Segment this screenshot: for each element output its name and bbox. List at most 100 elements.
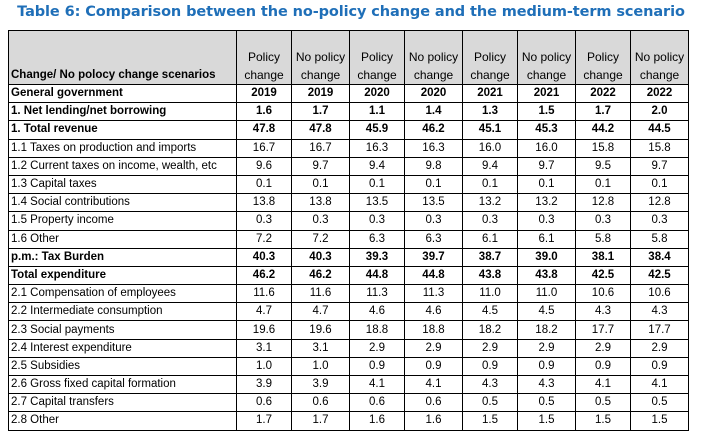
value-cell: 4.3 (517, 374, 576, 395)
value-cell: 38.1 (575, 247, 631, 267)
value-cell: 4.5 (517, 302, 576, 322)
year-cell: 2021 (517, 83, 576, 104)
value-cell: 9.4 (462, 156, 518, 176)
value-cell: 6.3 (404, 229, 463, 249)
value-cell: 1.1 (349, 102, 405, 122)
value-cell: 4.1 (630, 374, 689, 395)
value-cell: 3.1 (291, 338, 350, 358)
column-header-line2: change (413, 68, 454, 82)
value-cell: 11.0 (462, 284, 518, 304)
value-cell: 43.8 (462, 265, 518, 286)
row-label: p.m.: Tax Burden (8, 247, 237, 267)
value-cell: 0.9 (575, 356, 631, 377)
value-cell: 1.6 (404, 411, 463, 431)
table-row: 2.1 Compensation of employees 11.6 11.6 11.… (8, 284, 689, 304)
value-cell: 7.2 (236, 229, 292, 249)
value-cell: 0.9 (630, 356, 689, 377)
table-row: 1.6 Other 7.2 7.2 6.3 6.3 6.1 6.1 5.8 5.8 (8, 229, 689, 249)
value-cell: 13.5 (404, 193, 463, 213)
value-cell: 11.6 (291, 284, 350, 304)
value-cell: 0.1 (404, 174, 463, 195)
table-body: Change/ No polocy change scenarios Polic… (8, 30, 689, 431)
value-cell: 45.9 (349, 120, 405, 140)
value-cell: 0.3 (630, 211, 689, 231)
value-cell: 0.9 (462, 356, 518, 377)
row-label: 2.4 Interest expenditure (8, 338, 237, 358)
value-cell: 0.6 (236, 393, 292, 413)
value-cell: 18.8 (404, 320, 463, 340)
value-cell: 13.5 (349, 193, 405, 213)
value-cell: 44.2 (575, 120, 631, 140)
value-cell: 46.2 (404, 120, 463, 140)
value-cell: 0.9 (349, 356, 405, 377)
column-header: No policy change (517, 30, 576, 85)
value-cell: 16.3 (404, 138, 463, 158)
column-header-line1: No policy (295, 50, 346, 64)
column-header: Policy change (575, 30, 631, 85)
table-row: 1.4 Social contributions 13.8 13.8 13.5 13.5… (8, 193, 689, 213)
column-header: No policy change (404, 30, 463, 85)
value-cell: 1.5 (575, 411, 631, 431)
value-cell: 0.9 (517, 356, 576, 377)
value-cell: 3.9 (236, 374, 292, 395)
value-cell: 0.6 (291, 393, 350, 413)
value-cell: 4.6 (404, 302, 463, 322)
row-label: Total expenditure (8, 265, 237, 286)
year-cell: 2022 (630, 83, 689, 104)
value-cell: 9.7 (630, 156, 689, 176)
value-cell: 39.3 (349, 247, 405, 267)
row-label: 2.3 Social payments (8, 320, 237, 340)
value-cell: 38.4 (630, 247, 689, 267)
value-cell: 16.7 (291, 138, 350, 158)
row-label: 1.6 Other (8, 229, 237, 249)
value-cell: 42.5 (575, 265, 631, 286)
row-label: 2.5 Subsidies (8, 356, 237, 377)
value-cell: 38.7 (462, 247, 518, 267)
table-row: 2.4 Interest expenditure 3.1 3.1 2.9 2.9 2.9 2… (8, 338, 689, 358)
value-cell: 43.8 (517, 265, 576, 286)
value-cell: 1.4 (404, 102, 463, 122)
value-cell: 5.8 (575, 229, 631, 249)
table-row: 1.3 Capital taxes 0.1 0.1 0.1 0.1 0.1 0.1 0.1 0.… (8, 174, 689, 195)
table-row: 1. Total revenue 47.8 47.8 45.9 46.2 45.1 45.3… (8, 120, 689, 140)
column-header-line2: change (357, 68, 397, 82)
value-cell: 12.8 (575, 193, 631, 213)
year-cell: 2019 (291, 83, 350, 104)
value-cell: 0.3 (291, 211, 350, 231)
value-cell: 12.8 (630, 193, 689, 213)
value-cell: 0.1 (349, 174, 405, 195)
column-header-line1: Policy (473, 50, 506, 64)
value-cell: 0.3 (236, 211, 292, 231)
value-cell: 19.6 (236, 320, 292, 340)
value-cell: 0.1 (575, 174, 631, 195)
value-cell: 4.1 (349, 374, 405, 395)
table-row: 2.7 Capital transfers 0.6 0.6 0.6 0.6 0.5 0.5 0… (8, 393, 689, 413)
value-cell: 1.0 (236, 356, 292, 377)
column-header-line2: change (583, 68, 623, 82)
table-row: 2.3 Social payments 19.6 19.6 18.8 18.8 18.2 1… (8, 320, 689, 340)
column-header-line2: change (526, 68, 567, 82)
value-cell: 2.9 (517, 338, 576, 358)
value-cell: 1.5 (517, 411, 576, 431)
value-cell: 3.1 (236, 338, 292, 358)
value-cell: 44.5 (630, 120, 689, 140)
table-row: p.m.: Tax Burden 40.3 40.3 39.3 39.7 38.7 39.0… (8, 247, 689, 267)
table-row: 1.1 Taxes on production and imports 16.7 1… (8, 138, 689, 158)
value-cell: 44.8 (349, 265, 405, 286)
value-cell: 0.5 (517, 393, 576, 413)
value-cell: 42.5 (630, 265, 689, 286)
row-label: 2.7 Capital transfers (8, 393, 237, 413)
value-cell: 17.7 (630, 320, 689, 340)
table-row: 2.2 Intermediate consumption 4.7 4.7 4.6 4.6… (8, 302, 689, 322)
row-label: 1.1 Taxes on production and imports (8, 138, 237, 158)
value-cell: 1.7 (291, 102, 350, 122)
value-cell: 9.4 (349, 156, 405, 176)
value-cell: 45.1 (462, 120, 518, 140)
row-label: 1.2 Current taxes on income, wealth, etc (8, 156, 237, 176)
column-header-line1: No policy (634, 50, 685, 64)
value-cell: 0.5 (575, 393, 631, 413)
value-cell: 2.0 (630, 102, 689, 122)
value-cell: 1.7 (291, 411, 350, 431)
value-cell: 4.1 (575, 374, 631, 395)
value-cell: 9.5 (575, 156, 631, 176)
